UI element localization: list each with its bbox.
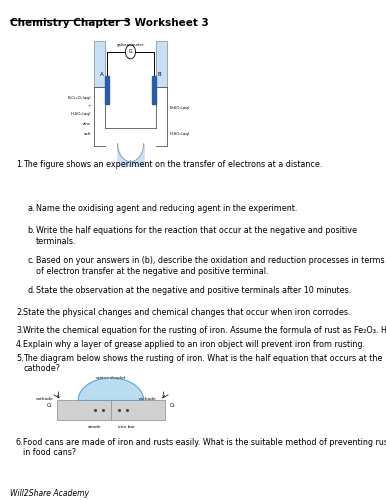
Text: O₂: O₂	[170, 404, 175, 408]
Text: H₂SO₄(aq): H₂SO₄(aq)	[71, 112, 91, 116]
Text: salt: salt	[84, 132, 91, 136]
Text: a.: a.	[27, 204, 35, 214]
Bar	[105, 76, 110, 104]
Text: Chemistry Chapter 3 Worksheet 3: Chemistry Chapter 3 Worksheet 3	[10, 18, 209, 28]
Text: O₂: O₂	[47, 404, 52, 408]
Text: 5.: 5.	[16, 354, 24, 363]
Text: cathode: cathode	[36, 397, 54, 401]
Text: d.: d.	[27, 286, 35, 296]
Bar	[94, 41, 105, 87]
Text: water droplet: water droplet	[96, 376, 126, 380]
Text: b.: b.	[27, 226, 35, 235]
Text: K₂Cr₂O₇(aq): K₂Cr₂O₇(aq)	[68, 96, 91, 100]
Text: galvanometer: galvanometer	[117, 43, 144, 47]
Text: 6.: 6.	[16, 438, 24, 447]
Text: cathode: cathode	[139, 397, 156, 401]
Circle shape	[125, 45, 135, 59]
Text: Explain why a layer of grease applied to an iron object will prevent iron from r: Explain why a layer of grease applied to…	[23, 340, 365, 349]
Text: 2.: 2.	[16, 308, 24, 317]
Text: State the observation at the negative and positive terminals after 10 minutes.: State the observation at the negative an…	[36, 286, 352, 296]
Text: FeSO₄(aq): FeSO₄(aq)	[170, 106, 190, 110]
Polygon shape	[78, 378, 144, 400]
Text: A: A	[100, 72, 104, 78]
Text: State the physical changes and chemical changes that occur when iron corrodes.: State the physical changes and chemical …	[23, 308, 351, 317]
Text: iron bar: iron bar	[119, 425, 135, 429]
Text: anode: anode	[88, 425, 102, 429]
Text: Write the chemical equation for the rusting of iron. Assume the formula of rust : Write the chemical equation for the rust…	[23, 326, 386, 335]
Text: Food cans are made of iron and rusts easily. What is the suitable method of prev: Food cans are made of iron and rusts eas…	[23, 438, 386, 458]
Text: zinc: zinc	[83, 122, 91, 126]
Text: Write the half equations for the reaction that occur at the negative and positiv: Write the half equations for the reactio…	[36, 226, 357, 246]
Text: B: B	[157, 72, 161, 78]
Text: H₂SO₄(aq): H₂SO₄(aq)	[170, 132, 190, 136]
Bar	[156, 41, 167, 87]
Text: c.: c.	[27, 256, 35, 266]
Bar	[57, 400, 165, 420]
Text: The diagram below shows the rusting of iron. What is the half equation that occu: The diagram below shows the rusting of i…	[23, 354, 383, 374]
Text: 4.: 4.	[16, 340, 24, 349]
Text: 3.: 3.	[16, 326, 24, 335]
Text: G: G	[129, 50, 132, 54]
Text: The figure shows an experiment on the transfer of electrons at a distance.: The figure shows an experiment on the tr…	[23, 160, 323, 168]
Bar	[152, 76, 156, 104]
Text: Based on your answers in (b), describe the oxidation and reduction processes in : Based on your answers in (b), describe t…	[36, 256, 385, 276]
Text: 1.: 1.	[16, 160, 24, 168]
Text: Will2Share Academy: Will2Share Academy	[10, 488, 89, 498]
Text: Name the oxidising agent and reducing agent in the experiment.: Name the oxidising agent and reducing ag…	[36, 204, 298, 214]
Text: +: +	[88, 104, 91, 108]
